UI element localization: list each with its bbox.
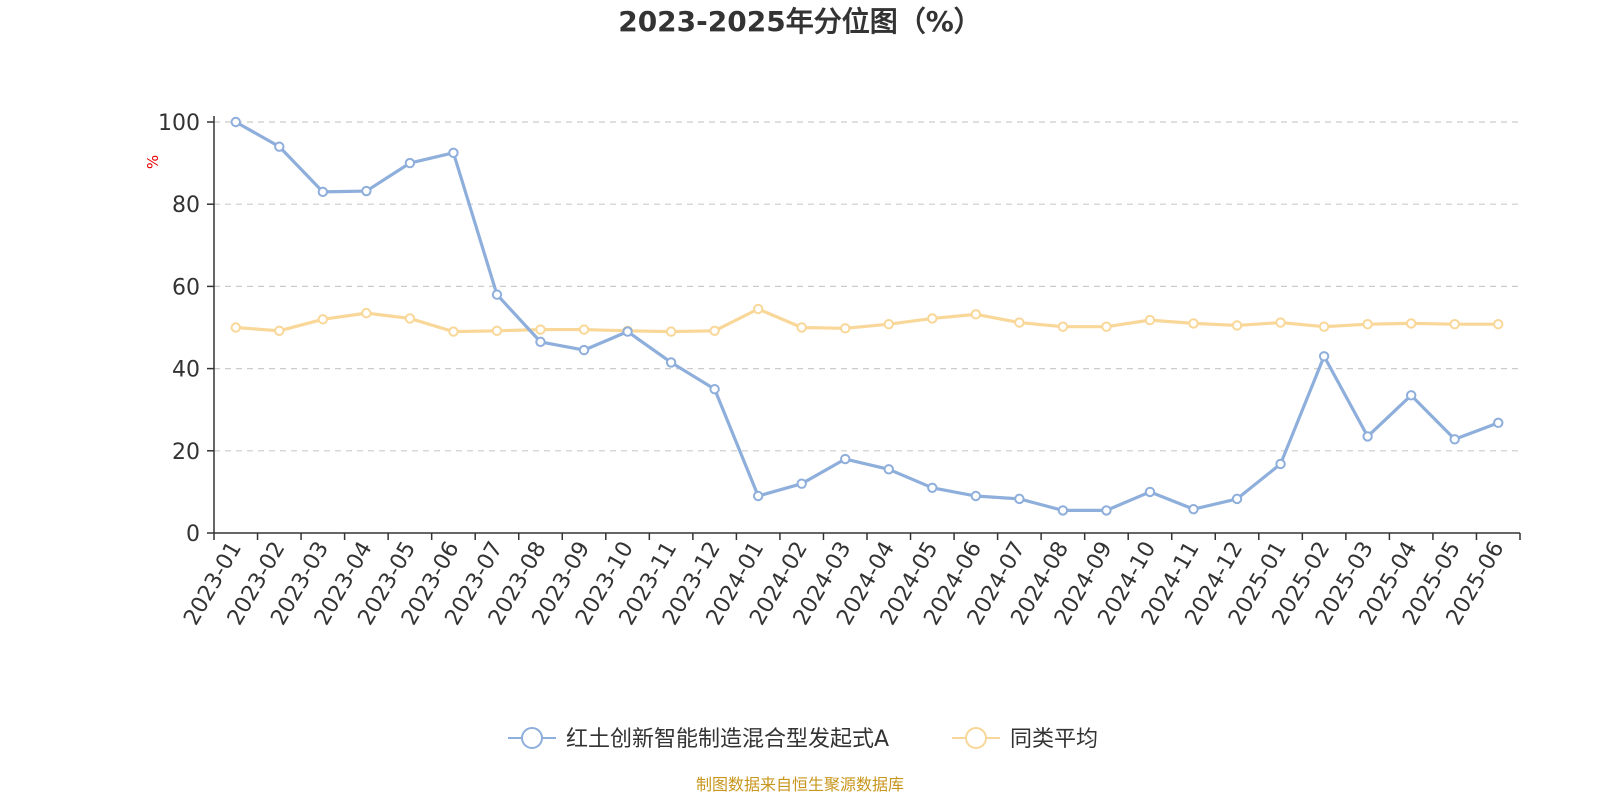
data-point <box>883 319 894 330</box>
data-point <box>752 490 764 502</box>
source-note: 制图数据来自恒生聚源数据库 <box>695 775 904 794</box>
data-point <box>1405 390 1417 401</box>
data-point <box>927 313 938 324</box>
axis-layer: 020406080100%2023-012023-022023-032023-0… <box>144 111 1521 630</box>
y-tick-label: 0 <box>186 522 200 547</box>
y-tick-label: 100 <box>158 111 200 136</box>
data-point <box>230 322 241 333</box>
data-point <box>970 309 982 320</box>
data-point <box>317 186 329 198</box>
data-point <box>796 478 807 489</box>
data-point <box>1188 503 1199 515</box>
data-point <box>1101 505 1112 516</box>
y-tick-label: 20 <box>172 440 200 465</box>
y-tick-label: 80 <box>172 193 200 218</box>
series-0 <box>230 116 1504 516</box>
data-point <box>1318 321 1330 332</box>
legend-marker <box>521 727 543 749</box>
series-1 <box>230 303 1504 337</box>
data-point <box>665 326 677 337</box>
data-point <box>578 324 590 335</box>
grid-layer <box>214 121 1520 452</box>
data-point <box>1057 321 1069 332</box>
data-point <box>970 490 982 502</box>
data-point <box>361 307 372 319</box>
data-point <box>1362 431 1373 442</box>
data-point <box>361 185 372 197</box>
legend-label: 同类平均 <box>1010 727 1098 752</box>
data-point <box>1101 321 1112 332</box>
data-point <box>491 325 503 336</box>
y-tick-label: 40 <box>172 358 200 383</box>
data-point <box>448 326 459 337</box>
data-point <box>274 141 285 152</box>
data-point <box>1493 319 1504 330</box>
legend: 红土创新智能制造混合型发起式A 同类平均 <box>508 727 1098 752</box>
y-tick-label: 60 <box>172 275 200 300</box>
data-point <box>927 482 938 493</box>
data-point <box>1014 493 1025 505</box>
data-point <box>1014 317 1025 328</box>
data-point <box>1449 319 1460 330</box>
series-line <box>234 307 1500 334</box>
legend-item-0: 红土创新智能制造混合型发起式A <box>508 727 889 752</box>
data-point <box>535 336 546 348</box>
data-point <box>1362 319 1373 330</box>
data-point <box>404 157 416 169</box>
data-point <box>317 314 329 325</box>
legend-label: 红土创新智能制造混合型发起式A <box>566 727 889 752</box>
data-point <box>274 325 285 336</box>
y-axis-label: % <box>144 155 162 169</box>
chart-title: 2023-2025年分位图（%） <box>618 5 982 38</box>
data-point <box>1231 320 1243 331</box>
data-point <box>448 147 459 159</box>
data-point <box>665 357 677 368</box>
data-point <box>1144 314 1156 326</box>
data-point <box>1188 318 1199 329</box>
data-point <box>1275 317 1286 328</box>
data-point <box>404 313 416 324</box>
data-point <box>230 116 241 128</box>
data-point <box>709 383 720 395</box>
legend-item-1: 同类平均 <box>952 727 1098 752</box>
data-point <box>1057 505 1069 516</box>
data-point <box>752 303 764 315</box>
data-point <box>1405 318 1417 329</box>
data-point <box>578 344 590 356</box>
data-point <box>883 464 894 475</box>
data-point <box>535 324 546 335</box>
data-point <box>796 322 807 333</box>
data-point <box>709 325 720 336</box>
data-point <box>840 453 851 465</box>
data-point <box>1318 351 1330 362</box>
data-point <box>491 289 503 300</box>
data-point <box>622 326 633 337</box>
data-point <box>1231 493 1243 505</box>
data-point <box>1144 486 1156 498</box>
data-point <box>1493 417 1504 429</box>
series-layer <box>230 116 1504 516</box>
series-line <box>234 120 1500 512</box>
legend-marker <box>965 727 987 749</box>
data-point <box>1275 458 1286 470</box>
data-point <box>1449 434 1460 445</box>
data-point <box>840 323 851 334</box>
